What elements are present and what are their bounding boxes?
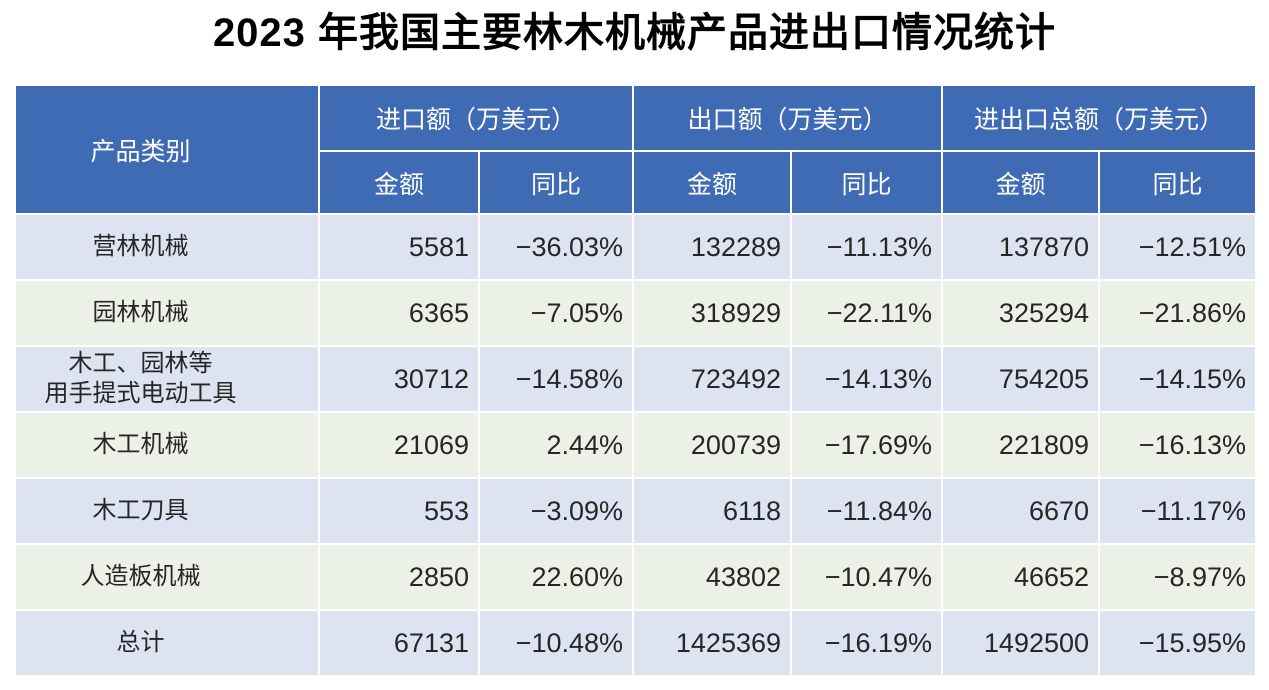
- group-header-import: 进口额（万美元）: [317, 84, 635, 152]
- subheader-total-amount: 金额: [941, 150, 1101, 215]
- table-row-total: 总计 67131 −10.48% 1425369 −16.19% 1492500…: [14, 609, 1258, 677]
- cell-product: 园林机械: [14, 279, 320, 347]
- cell-import-amount: 2850: [318, 543, 480, 611]
- cell-total-yoy: −11.17%: [1098, 477, 1258, 545]
- cell-export-amount: 723492: [632, 345, 793, 413]
- cell-import-amount: 30712: [318, 345, 480, 413]
- cell-product: 总计: [14, 609, 320, 677]
- cell-total-amount: 6670: [941, 477, 1101, 545]
- table-row: 营林机械 5581 −36.03% 132289 −11.13% 137870 …: [14, 213, 1258, 281]
- table-row: 人造板机械 2850 22.60% 43802 −10.47% 46652 −8…: [14, 543, 1258, 611]
- stats-table: 产品类别 进口额（万美元） 出口额（万美元） 进出口总额（万美元） 金额 同比 …: [14, 84, 1258, 677]
- cell-import-yoy: −3.09%: [477, 477, 635, 545]
- cell-import-amount: 6365: [318, 279, 480, 347]
- table-row: 木工刀具 553 −3.09% 6118 −11.84% 6670 −11.17…: [14, 477, 1258, 545]
- cell-product: 木工机械: [14, 411, 320, 479]
- cell-export-amount: 6118: [632, 477, 793, 545]
- cell-total-yoy: −12.51%: [1098, 213, 1258, 281]
- subheader-import-yoy: 同比: [477, 150, 635, 215]
- cell-total-yoy: −16.13%: [1098, 411, 1258, 479]
- cell-total-amount: 1492500: [941, 609, 1101, 677]
- group-header-export: 出口额（万美元）: [632, 84, 944, 152]
- col-header-product: 产品类别: [14, 84, 320, 215]
- subheader-total-yoy: 同比: [1098, 150, 1258, 215]
- cell-import-yoy: 2.44%: [477, 411, 635, 479]
- cell-export-yoy: −11.84%: [790, 477, 944, 545]
- cell-total-amount: 137870: [941, 213, 1101, 281]
- cell-import-amount: 5581: [318, 213, 480, 281]
- group-header-total: 进出口总额（万美元）: [941, 84, 1258, 152]
- cell-export-yoy: −17.69%: [790, 411, 944, 479]
- cell-total-amount: 221809: [941, 411, 1101, 479]
- cell-product: 人造板机械: [14, 543, 320, 611]
- cell-export-yoy: −22.11%: [790, 279, 944, 347]
- cell-import-yoy: −10.48%: [477, 609, 635, 677]
- cell-export-amount: 132289: [632, 213, 793, 281]
- cell-total-yoy: −14.15%: [1098, 345, 1258, 413]
- cell-total-amount: 754205: [941, 345, 1101, 413]
- cell-export-yoy: −11.13%: [790, 213, 944, 281]
- table-row: 木工、园林等 用手提式电动工具 30712 −14.58% 723492 −14…: [14, 345, 1258, 413]
- cell-product: 木工刀具: [14, 477, 320, 545]
- table-row: 木工机械 21069 2.44% 200739 −17.69% 221809 −…: [14, 411, 1258, 479]
- cell-total-amount: 325294: [941, 279, 1101, 347]
- cell-export-yoy: −16.19%: [790, 609, 944, 677]
- cell-export-amount: 43802: [632, 543, 793, 611]
- cell-import-yoy: −14.58%: [477, 345, 635, 413]
- cell-export-yoy: −14.13%: [790, 345, 944, 413]
- cell-import-amount: 21069: [318, 411, 480, 479]
- subheader-export-amount: 金额: [632, 150, 793, 215]
- cell-import-amount: 553: [318, 477, 480, 545]
- cell-export-amount: 200739: [632, 411, 793, 479]
- cell-product: 营林机械: [14, 213, 320, 281]
- cell-export-amount: 318929: [632, 279, 793, 347]
- cell-total-yoy: −21.86%: [1098, 279, 1258, 347]
- cell-import-yoy: 22.60%: [477, 543, 635, 611]
- cell-import-amount: 67131: [318, 609, 480, 677]
- page-title: 2023 年我国主要林木机械产品进出口情况统计: [212, 11, 1057, 55]
- cell-product: 木工、园林等 用手提式电动工具: [14, 345, 320, 413]
- cell-total-amount: 46652: [941, 543, 1101, 611]
- cell-export-amount: 1425369: [632, 609, 793, 677]
- cell-total-yoy: −8.97%: [1098, 543, 1258, 611]
- cell-import-yoy: −36.03%: [477, 213, 635, 281]
- cell-export-yoy: −10.47%: [790, 543, 944, 611]
- subheader-export-yoy: 同比: [790, 150, 944, 215]
- subheader-import-amount: 金额: [318, 150, 480, 215]
- table-row: 园林机械 6365 −7.05% 318929 −22.11% 325294 −…: [14, 279, 1258, 347]
- cell-import-yoy: −7.05%: [477, 279, 635, 347]
- cell-total-yoy: −15.95%: [1098, 609, 1258, 677]
